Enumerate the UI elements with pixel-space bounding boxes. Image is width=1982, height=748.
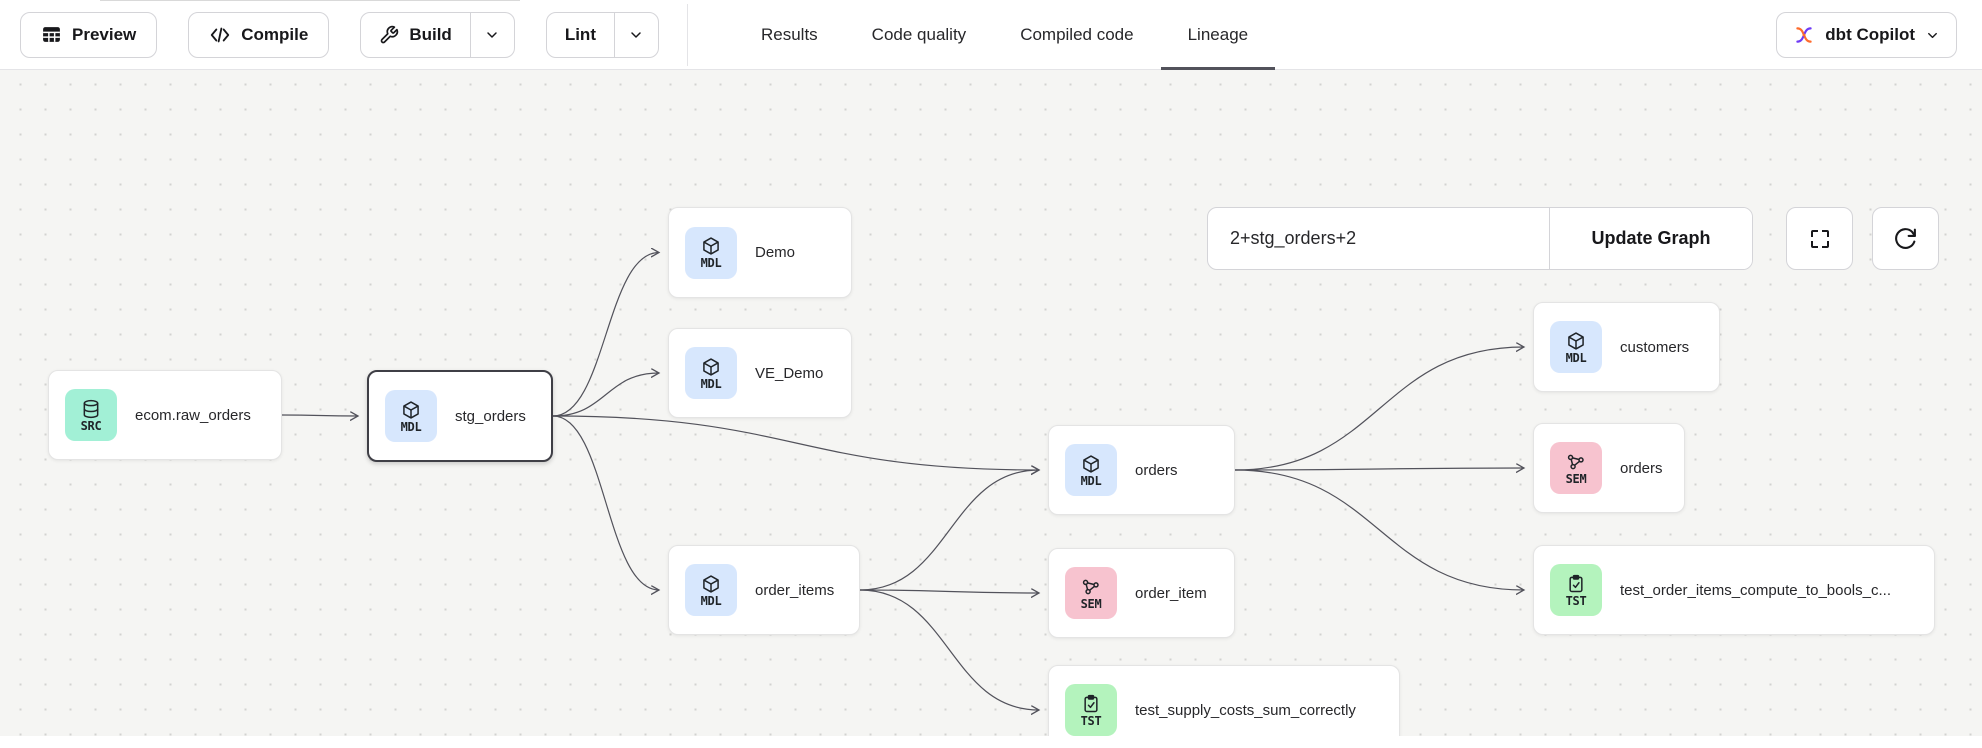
- lint-dropdown-button[interactable]: [613, 12, 658, 57]
- dbt-copilot-button[interactable]: dbt Copilot: [1776, 12, 1957, 58]
- node-label: orders: [1620, 459, 1663, 477]
- fullscreen-button[interactable]: [1786, 207, 1853, 270]
- build-dropdown-button[interactable]: [469, 12, 514, 57]
- lineage-node-orders_mdl[interactable]: MDL orders: [1048, 425, 1235, 515]
- chevron-down-icon: [628, 27, 644, 43]
- semantic-graph-icon: SEM: [1550, 442, 1602, 494]
- build-button-label: Build: [409, 24, 452, 44]
- dbt-copilot-icon: [1793, 24, 1815, 46]
- action-buttons: Preview Compile Build: [0, 11, 659, 58]
- lineage-edge-ecom_raw_orders-to-stg_orders: [281, 415, 358, 416]
- code-icon: [209, 24, 231, 46]
- node-kind-label: MDL: [1080, 473, 1102, 488]
- lineage-edge-order_items-to-order_item_sem: [859, 590, 1039, 593]
- lint-button[interactable]: Lint: [547, 13, 614, 57]
- node-kind-label: MDL: [700, 376, 722, 391]
- node-label: test_order_items_compute_to_bools_c...: [1620, 581, 1891, 599]
- toolbar-divider: [686, 3, 688, 66]
- lineage-selector-input[interactable]: [1208, 208, 1549, 269]
- refresh-button[interactable]: [1872, 207, 1939, 270]
- node-kind-label: TST: [1080, 713, 1102, 728]
- node-kind-label: SRC: [80, 418, 102, 433]
- lineage-node-orders_sem[interactable]: SEM orders: [1533, 423, 1685, 513]
- tab-lineage[interactable]: Lineage: [1160, 0, 1276, 70]
- cube-icon: MDL: [685, 347, 737, 399]
- compile-button-label: Compile: [241, 24, 309, 44]
- lineage-edge-order_items-to-orders_mdl: [859, 470, 1039, 591]
- tab-code-quality[interactable]: Code quality: [871, 24, 967, 44]
- build-button[interactable]: Build: [361, 13, 470, 57]
- node-kind-label: TST: [1565, 593, 1587, 608]
- wrench-icon: [379, 25, 399, 45]
- lint-button-label: Lint: [564, 24, 596, 44]
- compile-button[interactable]: Compile: [188, 11, 330, 58]
- lineage-node-stg_orders[interactable]: MDL stg_orders: [367, 370, 553, 462]
- cube-icon: MDL: [385, 390, 437, 442]
- lineage-edge-orders_mdl-to-test_order_items: [1234, 469, 1524, 590]
- build-split-button: Build: [360, 11, 515, 58]
- lineage-selector-bar: Update Graph: [1207, 207, 1753, 270]
- node-label: stg_orders: [455, 407, 526, 425]
- fullscreen-icon: [1808, 227, 1832, 251]
- lineage-node-test_order_items[interactable]: TST test_order_items_compute_to_bools_c..…: [1533, 545, 1935, 635]
- clipboard-check-icon: TST: [1065, 684, 1117, 736]
- update-graph-button[interactable]: Update Graph: [1549, 208, 1752, 269]
- lineage-edge-order_items-to-test_supply: [859, 589, 1039, 710]
- lineage-node-order_items[interactable]: MDL order_items: [668, 545, 860, 635]
- node-kind-label: MDL: [700, 593, 722, 608]
- cube-icon: MDL: [685, 564, 737, 616]
- lineage-node-demo[interactable]: MDL Demo: [668, 207, 852, 298]
- chevron-down-icon: [484, 27, 500, 43]
- lineage-node-ecom_raw_orders[interactable]: SRC ecom.raw_orders: [48, 370, 282, 460]
- lineage-node-order_item_sem[interactable]: SEM order_item: [1048, 548, 1235, 638]
- lineage-edge-stg_orders-to-order_items: [552, 415, 659, 590]
- lint-split-button: Lint: [545, 11, 659, 58]
- preview-button[interactable]: Preview: [20, 11, 158, 58]
- chevron-down-icon: [1925, 28, 1940, 43]
- result-tabs: Results Code quality Compiled code Linea…: [734, 0, 1275, 70]
- semantic-graph-icon: SEM: [1065, 567, 1117, 619]
- lineage-canvas[interactable]: SRC ecom.raw_orders MDL stg_orders MDL Demo MD…: [0, 70, 1982, 742]
- cube-icon: MDL: [685, 226, 737, 279]
- lineage-edge-stg_orders-to-ve_demo: [552, 373, 659, 417]
- bottom-strip: [0, 736, 1982, 742]
- node-label: customers: [1620, 338, 1690, 356]
- node-label: order_items: [755, 581, 835, 599]
- node-label: Demo: [755, 244, 796, 261]
- table-icon: [41, 24, 62, 45]
- lineage-node-ve_demo[interactable]: MDL VE_Demo: [668, 328, 852, 418]
- tab-compiled-code[interactable]: Compiled code: [1020, 24, 1134, 44]
- preview-button-label: Preview: [72, 24, 137, 44]
- node-kind-label: SEM: [1080, 596, 1102, 611]
- dbt-copilot-label: dbt Copilot: [1825, 25, 1915, 44]
- lineage-edges: [281, 70, 1982, 742]
- node-kind-label: SEM: [1565, 471, 1587, 486]
- tab-results[interactable]: Results: [760, 24, 818, 44]
- cube-icon: MDL: [1065, 444, 1117, 496]
- lineage-node-customers[interactable]: MDL customers: [1533, 302, 1720, 392]
- top-tab-edge-fragment: [100, 0, 520, 1]
- clipboard-check-icon: TST: [1550, 564, 1602, 616]
- cube-icon: MDL: [1550, 321, 1602, 373]
- lineage-edge-stg_orders-to-demo: [552, 253, 659, 417]
- node-kind-label: MDL: [400, 419, 422, 434]
- lineage-node-test_supply[interactable]: TST test_supply_costs_sum_correctly: [1048, 665, 1400, 742]
- refresh-icon: [1893, 226, 1918, 251]
- node-label: ecom.raw_orders: [135, 406, 251, 424]
- lineage-edge-orders_mdl-to-customers: [1234, 347, 1524, 471]
- node-label: test_supply_costs_sum_correctly: [1135, 701, 1356, 719]
- node-kind-label: MDL: [700, 256, 722, 270]
- node-label: order_item: [1135, 584, 1207, 602]
- database-icon: SRC: [65, 389, 117, 441]
- lineage-edge-orders_mdl-to-orders_sem: [1234, 468, 1524, 470]
- node-label: orders: [1135, 461, 1178, 479]
- node-label: VE_Demo: [755, 364, 824, 382]
- node-kind-label: MDL: [1565, 350, 1587, 365]
- toolbar: Preview Compile Build: [0, 0, 1982, 70]
- lineage-edge-stg_orders-to-orders_mdl: [552, 415, 1039, 470]
